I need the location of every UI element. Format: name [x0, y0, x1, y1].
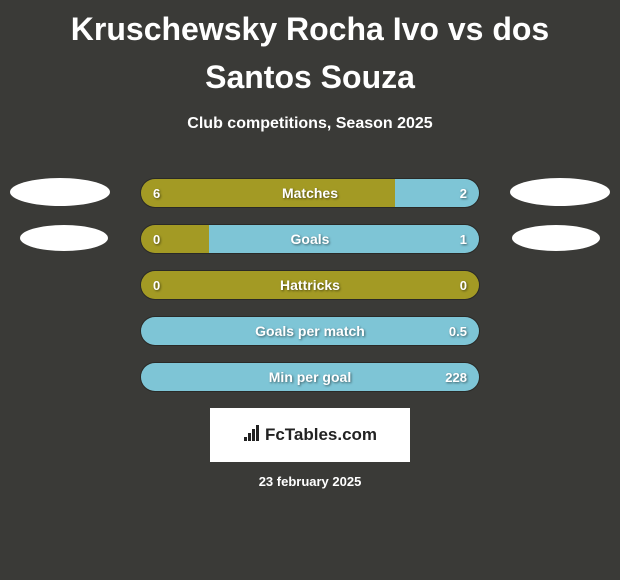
stat-bar-value-right: 0.5 — [449, 317, 467, 345]
stat-bar-label: Min per goal — [141, 363, 479, 391]
stat-bar-row: Matches6 2 — [140, 178, 480, 208]
stat-bar-row: Goals0 1 — [140, 224, 480, 254]
bars-container: Matches62Goals01Hattricks00Goals per mat… — [140, 178, 480, 392]
stat-bar-label: Goals per match — [141, 317, 479, 345]
stat-bar-value-right: 0 — [460, 271, 467, 299]
page-title: Kruschewsky Rocha Ivo vs dos Santos Souz… — [0, 5, 620, 101]
branding-box: FcTables.com — [210, 408, 410, 462]
player-left-avatar-1 — [10, 178, 110, 206]
player-left-avatar-2 — [20, 225, 108, 251]
stat-bar-value-right: 2 — [460, 179, 467, 207]
stat-bar-value-left: 0 — [153, 271, 160, 299]
date-text: 23 february 2025 — [0, 474, 620, 489]
branding-text: FcTables.com — [265, 425, 377, 445]
stat-bar-value-right: 228 — [445, 363, 467, 391]
stat-bar-row: Min per goal228 — [140, 362, 480, 392]
chart-icon — [243, 424, 261, 447]
stat-bar-label: Goals — [141, 225, 479, 253]
player-right-avatar-2 — [512, 225, 600, 251]
page-subtitle: Club competitions, Season 2025 — [0, 115, 620, 133]
player-right-avatar-1 — [510, 178, 610, 206]
stat-bar-value-right: 1 — [460, 225, 467, 253]
stat-bar-value-left: 0 — [153, 225, 160, 253]
stat-bar-row: Hattricks0 0 — [140, 270, 480, 300]
stat-bar-label: Matches — [141, 179, 479, 207]
comparison-area: Matches62Goals01Hattricks00Goals per mat… — [0, 178, 620, 392]
stat-bar-label: Hattricks — [141, 271, 479, 299]
stat-bar-row: Goals per match0.5 — [140, 316, 480, 346]
stat-bar-value-left: 6 — [153, 179, 160, 207]
